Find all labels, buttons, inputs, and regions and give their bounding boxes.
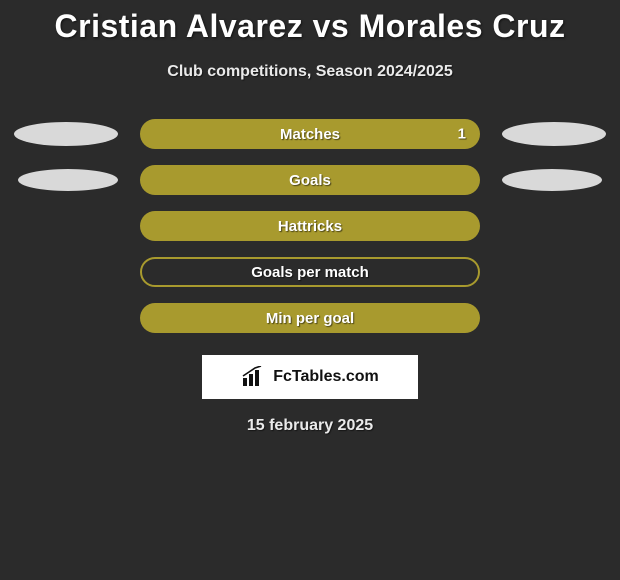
stat-bar: Goals per match bbox=[140, 257, 480, 287]
brand-text: FcTables.com bbox=[273, 368, 379, 386]
player1-marker bbox=[18, 169, 118, 191]
spacer bbox=[14, 226, 118, 227]
stat-bar: Min per goal bbox=[140, 303, 480, 333]
spacer bbox=[14, 318, 118, 319]
stat-bar: Hattricks bbox=[140, 211, 480, 241]
stat-label: Matches bbox=[280, 126, 340, 143]
stat-row: Min per goal bbox=[0, 303, 620, 333]
comparison-chart: Matches 1 Goals Hattricks Goals per match Min… bbox=[0, 119, 620, 333]
stat-bar: Goals bbox=[140, 165, 480, 195]
spacer bbox=[502, 226, 606, 227]
spacer bbox=[502, 272, 606, 273]
spacer bbox=[502, 318, 606, 319]
stat-label: Goals per match bbox=[251, 264, 369, 281]
stat-bar: Matches 1 bbox=[140, 119, 480, 149]
stat-label: Min per goal bbox=[266, 310, 354, 327]
player2-marker bbox=[502, 122, 606, 146]
stat-row: Matches 1 bbox=[0, 119, 620, 149]
player2-marker bbox=[502, 169, 602, 191]
stat-row: Hattricks bbox=[0, 211, 620, 241]
date-line: 15 february 2025 bbox=[0, 417, 620, 435]
spacer bbox=[14, 272, 118, 273]
stat-label: Goals bbox=[289, 172, 331, 189]
stat-row: Goals bbox=[0, 165, 620, 195]
stat-row: Goals per match bbox=[0, 257, 620, 287]
stat-value: 1 bbox=[458, 126, 466, 143]
subtitle: Club competitions, Season 2024/2025 bbox=[0, 63, 620, 81]
stat-label: Hattricks bbox=[278, 218, 342, 235]
chart-icon bbox=[241, 366, 267, 388]
page-title: Cristian Alvarez vs Morales Cruz bbox=[0, 0, 620, 45]
player1-marker bbox=[14, 122, 118, 146]
brand-logo: FcTables.com bbox=[202, 355, 418, 399]
